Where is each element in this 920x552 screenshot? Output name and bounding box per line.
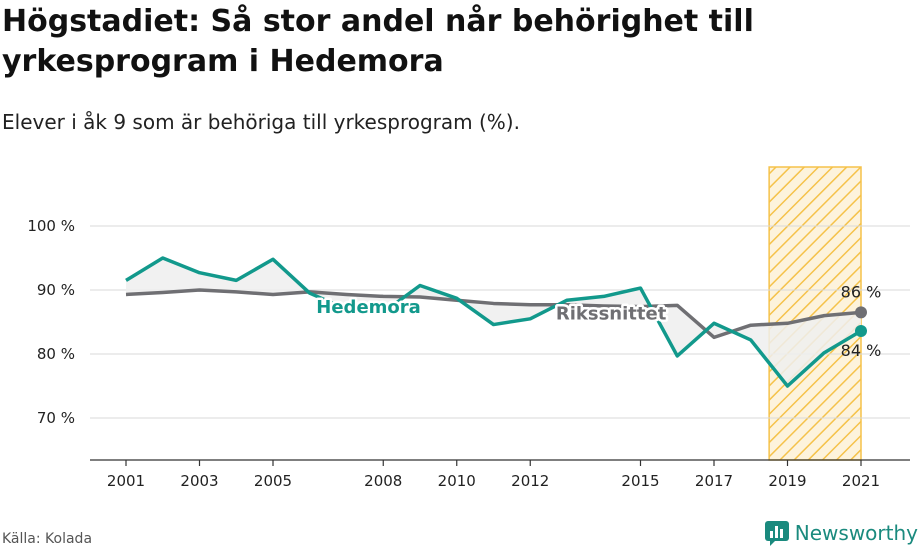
source-note: Källa: Kolada xyxy=(2,531,93,547)
series-label-hedemora: Hedemora xyxy=(316,297,421,318)
difference-area xyxy=(126,258,861,386)
x-tick-label: 2005 xyxy=(254,472,292,490)
end-point-rikssnittet xyxy=(855,306,867,319)
line-chart: 70 % 80 % 90 % 100 % 2001 2003 2005 2008 2010 201… xyxy=(27,166,910,490)
brand-name: Newsworthy xyxy=(794,521,918,545)
end-label-rikssnittet: 86 % xyxy=(841,282,882,301)
series-label-rikssnittet-halo: Rikssnittet xyxy=(556,303,667,324)
y-tick-label: 80 % xyxy=(37,345,75,363)
series-line-hedemora xyxy=(125,256,862,388)
series-label-hedemora-halo: Hedemora xyxy=(316,297,421,318)
x-tick-label: 2019 xyxy=(768,472,806,490)
chart-bubble-icon xyxy=(764,521,789,546)
x-tick-label: 2015 xyxy=(621,472,659,490)
x-tick-label: 2012 xyxy=(511,472,549,490)
chart-title: Högstadiet: Så stor andel når behörighet… xyxy=(2,4,754,79)
series-label-rikssnittet: Rikssnittet xyxy=(556,303,667,324)
x-tick-label: 2010 xyxy=(438,472,476,490)
x-tick-label: 2003 xyxy=(180,472,218,490)
brand-logo: Newsworthy xyxy=(764,520,918,546)
x-tick-label: 2021 xyxy=(842,472,880,490)
end-label-hedemora: 84 % xyxy=(841,341,882,360)
x-tick-label: 2001 xyxy=(107,472,145,490)
end-point-hedemora xyxy=(855,324,867,337)
x-tick-label: 2017 xyxy=(695,472,733,490)
x-tick-label: 2008 xyxy=(364,472,402,490)
y-tick-label: 90 % xyxy=(37,281,75,299)
y-tick-label: 70 % xyxy=(37,409,75,427)
chart-subtitle: Elever i åk 9 som är behöriga till yrkes… xyxy=(2,110,520,134)
y-tick-label: 100 % xyxy=(27,217,75,235)
series-line-rikssnittet xyxy=(125,288,862,340)
